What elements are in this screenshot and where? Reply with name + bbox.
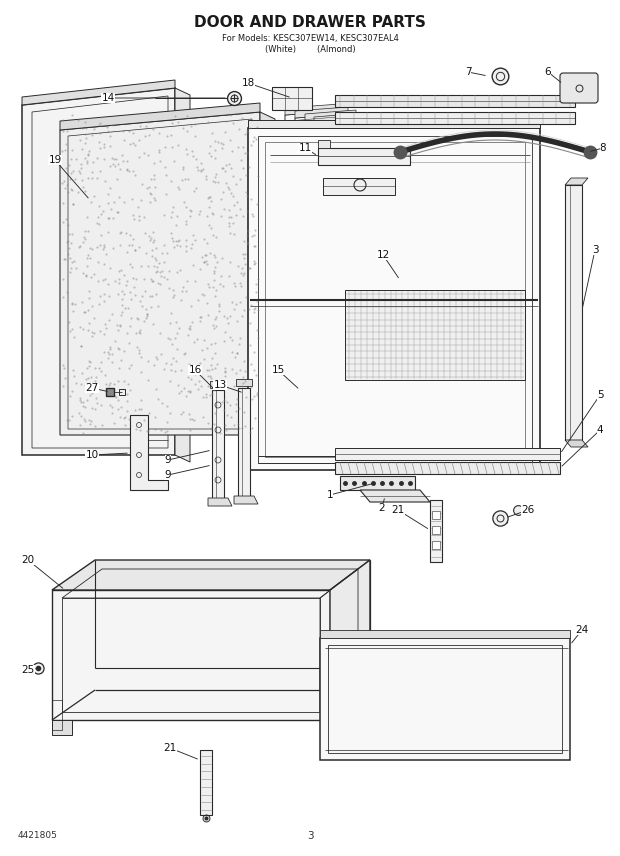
Polygon shape <box>335 112 575 124</box>
Polygon shape <box>60 103 260 130</box>
Text: 16: 16 <box>188 365 202 375</box>
Text: 10: 10 <box>86 450 99 460</box>
Text: 25: 25 <box>21 665 35 675</box>
Text: 9: 9 <box>165 470 171 480</box>
Text: 14: 14 <box>102 93 115 103</box>
Text: 18: 18 <box>241 78 255 88</box>
Polygon shape <box>305 110 356 121</box>
Text: 20: 20 <box>22 555 35 565</box>
Text: (White)        (Almond): (White) (Almond) <box>265 45 355 54</box>
Polygon shape <box>175 88 190 462</box>
Text: 11: 11 <box>298 143 312 153</box>
FancyBboxPatch shape <box>560 73 598 103</box>
Polygon shape <box>200 750 212 815</box>
Polygon shape <box>52 590 330 720</box>
Polygon shape <box>234 496 258 504</box>
Polygon shape <box>248 128 540 470</box>
Polygon shape <box>430 500 442 562</box>
Polygon shape <box>335 462 560 474</box>
Text: 5: 5 <box>596 390 603 400</box>
Polygon shape <box>272 87 312 110</box>
Polygon shape <box>314 113 364 124</box>
Polygon shape <box>335 448 560 460</box>
Polygon shape <box>565 440 588 447</box>
Polygon shape <box>236 379 252 386</box>
Text: 21: 21 <box>164 743 177 753</box>
Polygon shape <box>432 526 440 534</box>
Polygon shape <box>130 415 168 490</box>
Text: 12: 12 <box>376 250 389 260</box>
Polygon shape <box>248 120 540 128</box>
Polygon shape <box>565 185 582 440</box>
Text: 8: 8 <box>600 143 606 153</box>
Text: 19: 19 <box>48 155 61 165</box>
Polygon shape <box>212 390 224 500</box>
Text: 4: 4 <box>596 425 603 435</box>
Polygon shape <box>330 560 370 720</box>
Polygon shape <box>318 140 330 148</box>
Polygon shape <box>285 104 340 115</box>
Polygon shape <box>345 290 525 380</box>
Polygon shape <box>305 117 356 446</box>
Text: 21: 21 <box>391 505 405 515</box>
Polygon shape <box>432 511 440 519</box>
Polygon shape <box>432 541 440 549</box>
Polygon shape <box>52 560 370 590</box>
Polygon shape <box>295 114 348 443</box>
Polygon shape <box>22 80 175 105</box>
Polygon shape <box>208 498 232 506</box>
Text: eReplacementParts.com: eReplacementParts.com <box>238 424 382 437</box>
Polygon shape <box>318 148 410 165</box>
Polygon shape <box>320 638 570 760</box>
Text: 6: 6 <box>545 67 551 77</box>
Text: 9: 9 <box>165 455 171 465</box>
Text: 2: 2 <box>379 503 385 513</box>
Polygon shape <box>323 178 395 195</box>
Polygon shape <box>320 630 570 638</box>
Polygon shape <box>335 95 575 107</box>
Text: 13: 13 <box>213 380 227 390</box>
Polygon shape <box>22 88 175 455</box>
Text: For Models: KESC307EW14, KESC307EAL4: For Models: KESC307EW14, KESC307EAL4 <box>221 33 399 43</box>
Text: 7: 7 <box>464 67 471 77</box>
Polygon shape <box>360 490 430 502</box>
Text: 3: 3 <box>591 245 598 255</box>
Polygon shape <box>285 111 340 440</box>
Polygon shape <box>295 107 348 118</box>
Polygon shape <box>340 476 415 490</box>
Polygon shape <box>260 112 275 442</box>
Polygon shape <box>60 112 260 435</box>
Text: 27: 27 <box>86 383 99 393</box>
Polygon shape <box>565 178 588 185</box>
Text: 24: 24 <box>575 625 588 635</box>
Polygon shape <box>52 720 72 735</box>
Text: 3: 3 <box>307 831 313 841</box>
Text: DOOR AND DRAWER PARTS: DOOR AND DRAWER PARTS <box>194 15 426 29</box>
Text: 4421805: 4421805 <box>18 831 58 841</box>
Text: 26: 26 <box>521 505 534 515</box>
Polygon shape <box>238 388 250 498</box>
Polygon shape <box>314 120 364 449</box>
Text: 1: 1 <box>327 490 334 500</box>
Text: 15: 15 <box>272 365 285 375</box>
Polygon shape <box>210 381 226 388</box>
